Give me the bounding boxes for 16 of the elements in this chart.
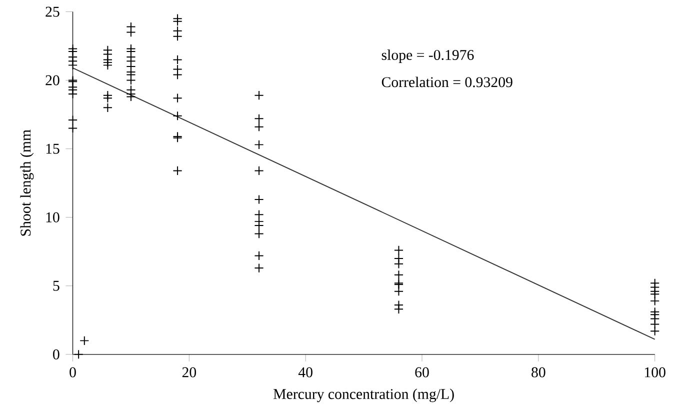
y-tick-label: 0 [53,349,60,360]
x-tick-label: 80 [532,367,546,378]
y-tick-label: 20 [46,75,60,86]
annotation: slope = -0.1976 [382,49,474,63]
x-tick-label: 100 [644,367,666,378]
x-tick-label: 40 [298,367,312,378]
x-axis-title: Mercury concentration (mg/L) [274,388,454,402]
y-axis-title: Shoot length (mm [20,129,34,236]
y-tick-label: 5 [53,280,60,291]
annotation: Correlation = 0.93209 [382,76,512,88]
x-tick-label: 20 [182,367,196,378]
y-tick-label: 25 [46,6,60,17]
y-tick-label: 10 [46,212,60,222]
y-tick-label: 15 [46,144,60,154]
x-tick-label: 0 [70,367,76,378]
x-tick-label: 60 [415,367,429,378]
